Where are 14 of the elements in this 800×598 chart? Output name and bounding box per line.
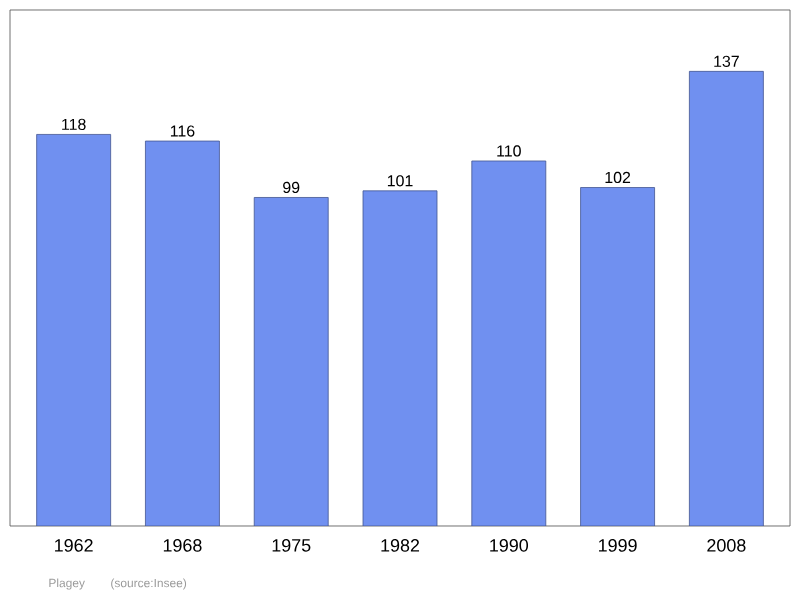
x-tick-label: 1990 — [490, 539, 529, 552]
bar — [254, 197, 329, 526]
bar — [36, 134, 111, 526]
x-tick-label: 1968 — [163, 539, 202, 552]
bar — [688, 70, 764, 526]
bar — [471, 160, 546, 526]
x-tick-label: 2008 — [707, 539, 746, 552]
bar — [145, 141, 220, 526]
bar — [363, 190, 438, 526]
bar — [580, 187, 655, 526]
x-tick-label: 1999 — [599, 539, 637, 552]
x-tick-label: 1982 — [381, 539, 420, 552]
x-tick-label: 1975 — [272, 539, 311, 552]
x-tick-label: 1962 — [55, 539, 93, 552]
